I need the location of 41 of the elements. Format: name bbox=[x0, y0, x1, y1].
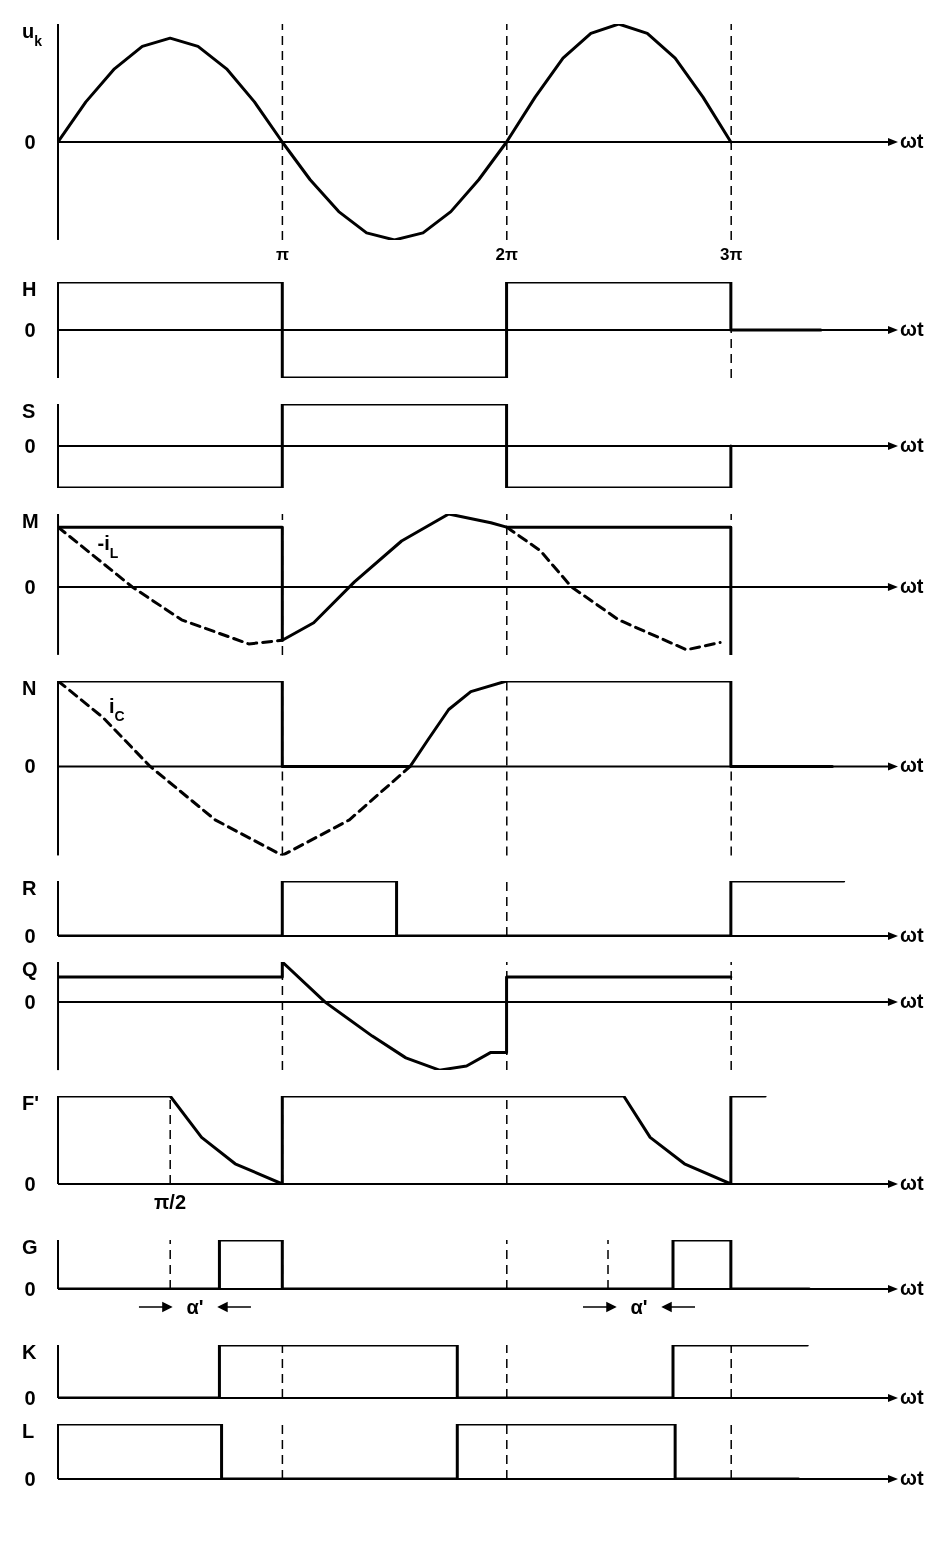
text: α' bbox=[186, 1296, 204, 1319]
ref-line-label: 0 bbox=[24, 318, 36, 341]
x-tick-label: π bbox=[275, 245, 289, 265]
text: 0 bbox=[24, 925, 36, 948]
x-axis-title: ωt bbox=[900, 317, 924, 340]
text: 0 bbox=[24, 1173, 36, 1196]
y-axis-title: N bbox=[22, 676, 37, 699]
x-axis-title: ωt bbox=[900, 1277, 924, 1300]
x-axis-title: ωt bbox=[899, 990, 924, 1013]
y-axis-title: L bbox=[22, 1420, 35, 1443]
text: 0 bbox=[24, 1387, 36, 1410]
x-axis-title: ωt bbox=[900, 1386, 924, 1409]
y-axis-title: F' bbox=[22, 1092, 39, 1115]
y-axis-title: K bbox=[22, 1341, 37, 1364]
y-axis-title: M bbox=[22, 509, 39, 532]
y-axis-title: R bbox=[22, 877, 37, 900]
text: 0 bbox=[24, 1278, 36, 1301]
y-axis-title: u$_{k}$ bbox=[22, 20, 43, 49]
ref-line-label: 0 bbox=[24, 131, 36, 153]
y-axis-title: Q bbox=[22, 958, 38, 981]
x-axis-title: ωt bbox=[900, 1172, 924, 1195]
ref-line-label: 0 bbox=[24, 434, 36, 457]
y-axis-title: S bbox=[22, 399, 36, 422]
x-tick-label: 2π bbox=[495, 245, 519, 265]
x-axis-title: ωt bbox=[899, 574, 924, 597]
series-label: i$_{C}$ bbox=[109, 695, 125, 725]
x-tick-label: 3π bbox=[719, 245, 743, 265]
text: α' bbox=[630, 1296, 648, 1319]
y-axis-title: H bbox=[22, 277, 37, 300]
ref-line-label: 0 bbox=[24, 755, 36, 778]
text: 0 bbox=[24, 1468, 36, 1491]
x-axis-title: ωt bbox=[900, 924, 924, 947]
text: π/2 bbox=[154, 1191, 187, 1214]
x-axis-title: ωt bbox=[900, 130, 924, 152]
y-axis-title: G bbox=[22, 1236, 38, 1259]
series-label: -i$_{L}$ bbox=[97, 532, 119, 562]
x-axis-title: ωt bbox=[900, 1467, 924, 1490]
ref-line-label: 0 bbox=[24, 575, 36, 598]
x-axis-title: ωt bbox=[899, 754, 924, 777]
ref-line-label: 0 bbox=[24, 991, 36, 1014]
x-axis-title: ωt bbox=[900, 433, 924, 456]
